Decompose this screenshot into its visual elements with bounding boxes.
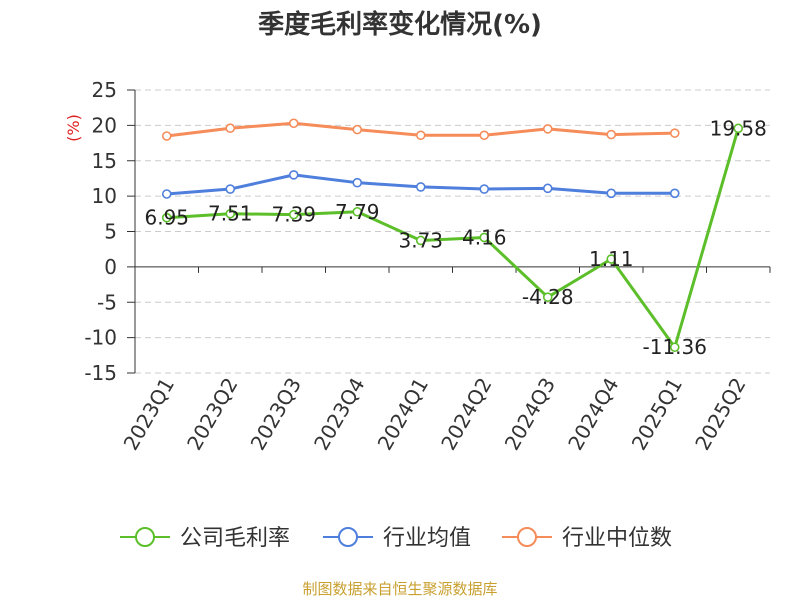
x-tick-label: 2024Q3 [500,374,560,455]
data-point [352,177,363,188]
data-label: 6.95 [144,206,189,230]
data-point [352,206,363,217]
data-labels: 6.95 7.51 7.39 7.79 3.73 4.16 -4.28 1.11 -11.36 1… [144,116,766,359]
x-tick-label: 2023Q1 [119,374,179,455]
data-label: -11.36 [643,335,707,359]
chart-title: 季度毛利率变化情况(%) [258,9,542,40]
grid [135,89,770,374]
x-tick-label: 2025Q2 [690,374,750,455]
legend-item[interactable]: 公司毛利率 [120,526,290,551]
x-tick-label: 2023Q3 [246,374,306,455]
x-tick-label: 2023Q2 [182,374,242,455]
data-point [669,128,680,138]
y-axis-label: (%) [64,114,83,142]
series [161,118,744,353]
legend-marker-icon [517,527,537,547]
x-tick-label: 2024Q1 [373,374,433,455]
y-tick-label: 5 [104,220,117,244]
data-point [479,130,490,141]
data-point [542,124,553,134]
data-point [288,118,299,129]
y-tick-label: 0 [104,255,117,279]
data-label: 7.51 [208,202,253,226]
y-tick-label: 25 [92,78,117,102]
data-point [352,124,363,135]
x-tick-label: 2023Q4 [309,374,369,455]
data-point [161,131,172,141]
x-tick-label: 2025Q1 [627,374,687,455]
data-label: 7.39 [271,203,316,227]
y-tick-label: -5 [97,290,117,314]
data-point [733,123,744,134]
data-point [415,182,426,192]
data-label: 7.79 [335,200,380,224]
data-point [288,170,299,180]
data-point [606,188,617,199]
data-label: 3.73 [398,228,443,252]
data-point [479,232,490,243]
series-line [166,127,740,349]
data-label: 4.16 [462,225,507,249]
data-point [606,254,617,264]
data-point [288,209,299,220]
data-point [415,130,426,141]
y-tick-label: 20 [92,113,117,137]
y-tick-label: -10 [84,326,117,350]
data-point [542,292,553,302]
y-tick-label: -15 [84,361,117,385]
data-label: -4.28 [522,285,574,309]
data-point [415,235,426,246]
x-tick-label: 2024Q2 [436,374,496,455]
data-point [225,208,236,219]
legend-label: 行业均值 [383,526,471,551]
legend-marker-icon [338,527,358,547]
legend-marker-icon [135,527,155,547]
legend-label: 公司毛利率 [180,526,290,551]
data-point [479,184,490,194]
data-point [669,188,680,199]
data-label: 19.58 [710,116,767,140]
data-point [606,129,617,140]
legend-item[interactable]: 行业中位数 [502,526,672,551]
y-tick-label: 15 [92,149,117,173]
data-point [669,342,680,353]
legend-label: 行业中位数 [562,526,672,551]
source-note: 制图数据来自恒生聚源数据库 [302,580,497,598]
data-point [225,184,236,194]
data-point [161,212,172,223]
legend[interactable]: 公司毛利率 行业均值 行业中位数 [120,526,672,551]
y-tick-label: 10 [92,184,117,208]
legend-item[interactable]: 行业均值 [323,526,471,551]
data-point [542,183,553,194]
x-tick-label: 2024Q4 [563,374,623,455]
data-point [161,189,172,199]
data-label: 1.11 [589,247,634,271]
data-point [225,123,236,134]
